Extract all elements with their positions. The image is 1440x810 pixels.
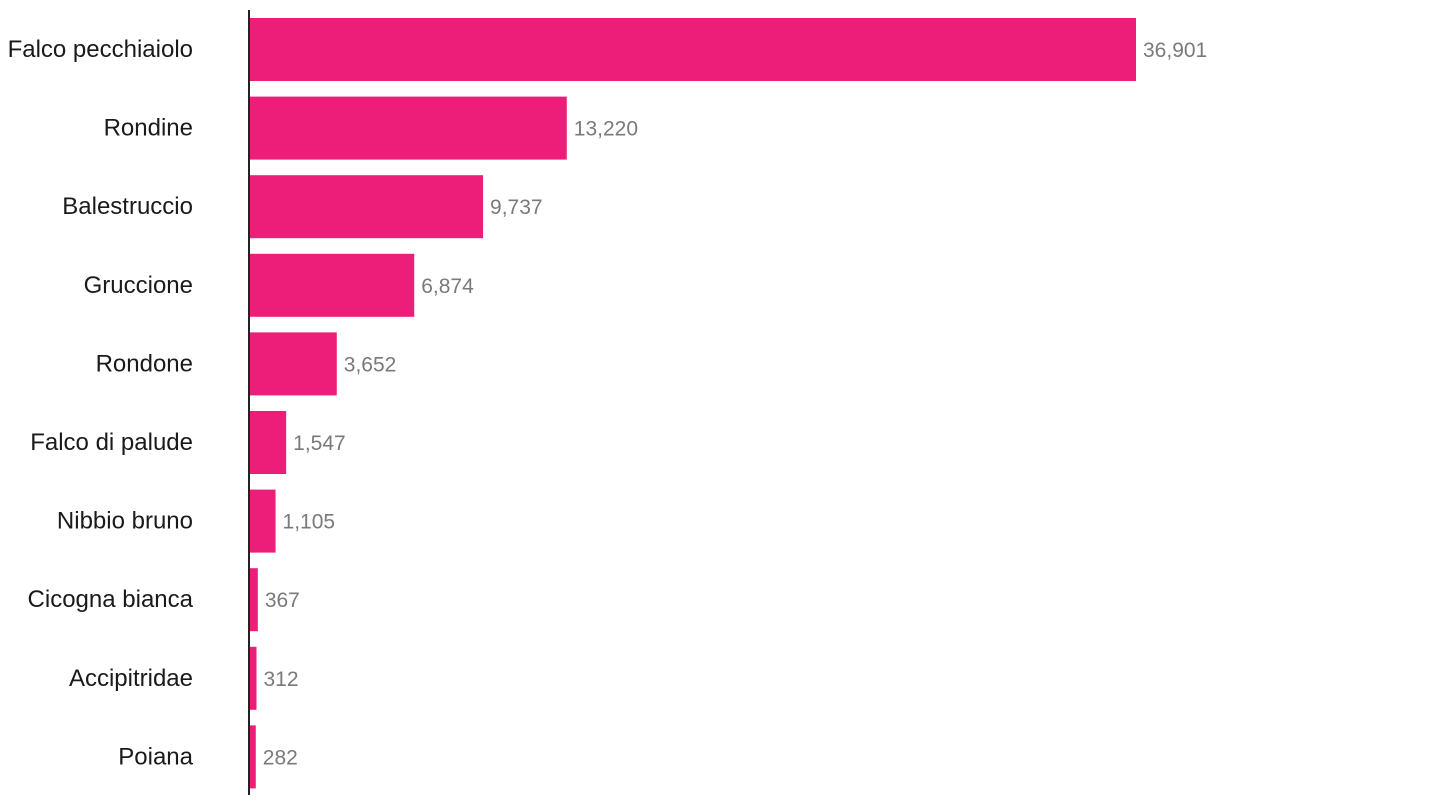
value-label: 312 [263, 668, 298, 691]
bars-layer [249, 18, 1136, 789]
bar-6 [249, 489, 276, 553]
category-label: Gruccione [84, 272, 193, 299]
value-label: 1,547 [293, 432, 346, 455]
bar-0 [249, 18, 1136, 81]
bar-4 [249, 332, 337, 396]
bar-8 [249, 646, 257, 710]
category-label: Cicogna bianca [28, 586, 194, 613]
category-labels-layer: Falco pecchiaiolo Rondine Balestruccio Gruc… [8, 36, 194, 770]
value-label: 1,105 [283, 511, 336, 534]
bar-1 [249, 96, 567, 160]
category-label: Accipitridae [69, 665, 193, 692]
bar-5 [249, 411, 287, 474]
category-label: Rondone [96, 350, 193, 377]
value-labels-layer: 36,901 13,220 9,737 6,874 3,652 1,547 1,105 367… [263, 39, 1207, 769]
value-label: 9,737 [490, 196, 543, 219]
bar-3 [249, 253, 415, 317]
category-label: Rondine [104, 115, 193, 142]
bar-7 [249, 568, 258, 632]
category-label: Nibbio bruno [57, 508, 193, 535]
category-label: Poiana [118, 743, 193, 770]
value-label: 36,901 [1143, 39, 1207, 62]
bar-9 [249, 725, 256, 789]
value-label: 13,220 [574, 118, 638, 141]
value-label: 282 [263, 746, 298, 769]
value-label: 3,652 [344, 353, 397, 376]
category-label: Falco di palude [30, 429, 193, 456]
value-label: 367 [265, 589, 300, 612]
category-label: Balestruccio [62, 193, 193, 220]
bar-2 [249, 175, 484, 239]
category-label: Falco pecchiaiolo [8, 36, 193, 63]
value-label: 6,874 [421, 275, 474, 298]
